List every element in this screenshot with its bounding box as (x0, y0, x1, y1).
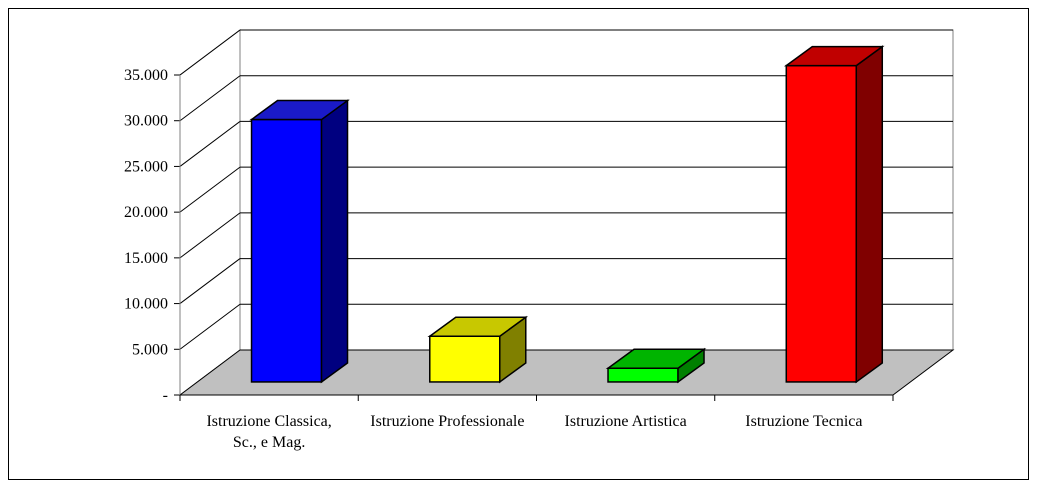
bar-front (250, 118, 323, 383)
bar-side (320, 99, 349, 384)
x-tick-label: Istruzione Tecnica (745, 413, 862, 430)
bar-front (429, 335, 501, 383)
grid-line (179, 166, 241, 213)
y-tick-label: - (163, 387, 168, 404)
grid-line (179, 303, 241, 350)
bar-top (783, 45, 885, 67)
y-tick-label: 30.000 (124, 113, 168, 130)
bar-top (249, 99, 350, 121)
side-wall (179, 29, 241, 396)
x-tick-label: Istruzione Professionale (370, 413, 524, 430)
grid-line (179, 258, 241, 304)
x-tick-label: Istruzione Artistica (565, 413, 687, 430)
y-tick-label: 15.000 (124, 250, 168, 267)
y-tick-label: 10.000 (124, 296, 168, 313)
x-tick-label-line: Istruzione Classica, (206, 413, 331, 430)
bar-front (607, 367, 679, 383)
bar-side (855, 45, 884, 384)
bar-top (605, 348, 707, 369)
bar-front (785, 64, 858, 383)
grid-line (179, 75, 241, 122)
bar-top (427, 316, 529, 337)
y-tick-label: 20.000 (124, 204, 168, 221)
grid-line (179, 121, 241, 167)
grid-line (179, 212, 241, 259)
y-tick-label: 35.000 (124, 67, 168, 84)
x-tick-label: Istruzione Classica, Sc., e Mag. (206, 413, 331, 451)
y-tick-label: 5.000 (132, 341, 168, 358)
y-tick-label: 25.000 (124, 158, 168, 175)
x-tick-label-line: Sc., e Mag. (233, 434, 305, 451)
grid-line (179, 29, 241, 76)
